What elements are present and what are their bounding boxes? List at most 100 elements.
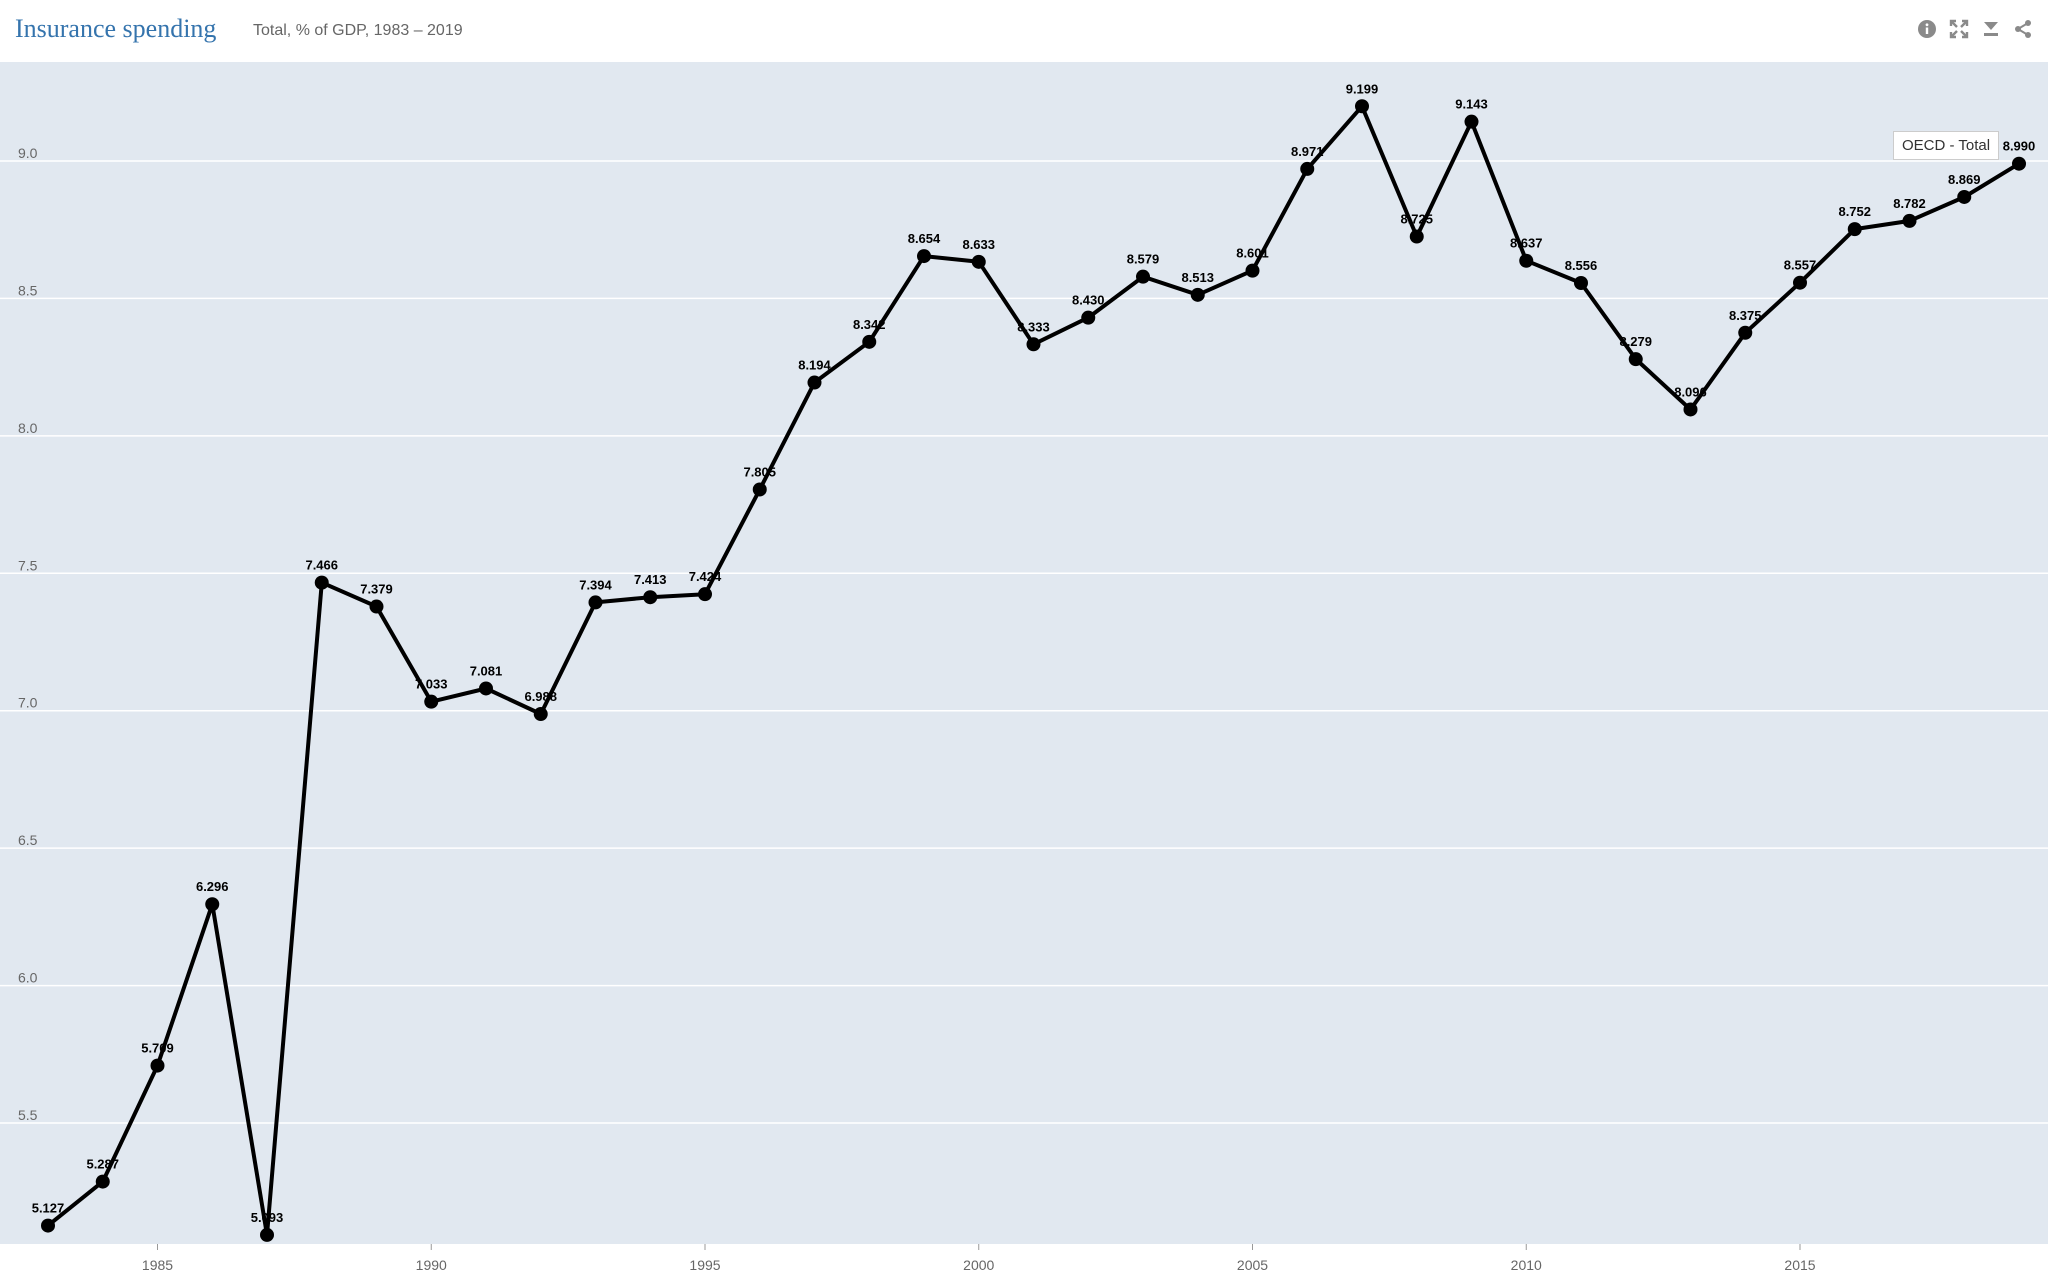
data-point — [424, 694, 439, 709]
data-label: 8.752 — [1838, 204, 1871, 219]
x-tick-label: 1985 — [142, 1257, 173, 1273]
data-label: 8.633 — [962, 237, 995, 252]
data-point — [369, 599, 384, 614]
data-label: 8.990 — [2003, 139, 2036, 154]
data-point — [1847, 222, 1862, 237]
data-label: 8.637 — [1510, 236, 1543, 251]
data-point — [1628, 352, 1643, 367]
points-group — [41, 99, 2026, 1242]
data-point — [1902, 213, 1917, 228]
data-label: 7.379 — [360, 582, 393, 597]
chart-subtitle: Total, % of GDP, 1983 – 2019 — [253, 22, 463, 39]
gridlines — [0, 160, 2048, 1124]
data-point — [1793, 275, 1807, 290]
data-point — [1136, 269, 1150, 284]
y-tick-label: 9.0 — [18, 145, 38, 161]
data-point — [1957, 189, 1972, 204]
data-point — [1519, 253, 1534, 268]
y-axis-ticks: 5.5 6.0 6.5 7.0 7.5 8.0 8.5 9.0 — [18, 145, 38, 1123]
data-point — [479, 681, 493, 696]
data-point — [41, 1218, 55, 1233]
data-point — [971, 254, 986, 269]
data-label: 8.375 — [1729, 308, 1762, 323]
data-point — [1081, 310, 1096, 325]
x-tick-label: 1990 — [416, 1257, 447, 1273]
y-tick-label: 7.0 — [18, 695, 38, 711]
data-point — [752, 482, 767, 497]
data-point — [698, 587, 712, 602]
data-point — [1245, 263, 1260, 278]
data-label: 7.033 — [415, 677, 448, 692]
data-point — [1355, 99, 1369, 114]
data-label: 8.725 — [1400, 212, 1433, 227]
data-point — [1300, 161, 1315, 176]
data-label: 7.466 — [305, 558, 338, 573]
data-point — [588, 595, 603, 610]
data-label: 6.988 — [524, 689, 557, 704]
data-label: 8.342 — [853, 317, 886, 332]
data-label: 6.296 — [196, 879, 229, 894]
data-point — [260, 1227, 274, 1242]
data-label: 5.127 — [32, 1201, 65, 1216]
data-label: 8.556 — [1565, 258, 1598, 273]
data-label: 5.287 — [86, 1157, 119, 1172]
x-tick-label: 1995 — [689, 1257, 720, 1273]
data-point — [643, 590, 658, 605]
data-label: 8.430 — [1072, 293, 1105, 308]
data-label: 5.093 — [251, 1210, 284, 1225]
data-label: 9.199 — [1346, 81, 1379, 96]
y-tick-label: 8.5 — [18, 282, 38, 298]
series-tooltip: OECD - Total — [1893, 131, 2000, 160]
data-label: 8.579 — [1127, 252, 1160, 267]
line-chart: 5.5 6.0 6.5 7.0 7.5 8.0 8.5 9.0 1985 1990 1995 200… — [0, 62, 2048, 1273]
data-label: 7.805 — [743, 464, 776, 479]
x-axis-ticks: 1985 1990 1995 2000 2005 2010 2015 — [142, 1244, 1816, 1273]
page-title: Insurance spending — [15, 14, 217, 43]
data-point — [1464, 114, 1479, 129]
data-label: 8.513 — [1181, 270, 1214, 285]
data-point — [1738, 325, 1753, 340]
data-point — [1026, 337, 1041, 352]
data-label: 8.971 — [1291, 144, 1324, 159]
data-label: 5.709 — [141, 1041, 174, 1056]
fullscreen-icon[interactable] — [1948, 18, 1970, 40]
data-point — [1190, 287, 1205, 302]
download-icon[interactable] — [1980, 18, 2002, 40]
data-label: 8.096 — [1674, 384, 1707, 399]
x-tick-label: 2000 — [963, 1257, 994, 1273]
data-labels-group: 5.127 5.287 5.709 6.296 5.093 7.466 7.379 7.033… — [32, 81, 2036, 1225]
data-label: 8.557 — [1784, 258, 1817, 273]
data-label: 8.601 — [1236, 246, 1269, 261]
data-label: 8.654 — [908, 231, 941, 246]
data-point — [807, 375, 822, 390]
share-icon[interactable] — [2012, 18, 2034, 40]
info-icon[interactable] — [1916, 18, 1938, 40]
data-point — [1574, 276, 1588, 291]
data-point — [917, 249, 931, 264]
data-label: 8.194 — [798, 358, 831, 373]
chart-header: Insurance spending Total, % of GDP, 1983… — [0, 0, 2048, 62]
y-tick-label: 5.5 — [18, 1107, 38, 1123]
x-tick-label: 2005 — [1237, 1257, 1268, 1273]
x-tick-label: 2015 — [1784, 1257, 1815, 1273]
plot-background — [0, 62, 2048, 1244]
data-point — [95, 1174, 110, 1189]
data-point — [150, 1058, 165, 1073]
data-point — [862, 334, 877, 349]
data-point — [2012, 156, 2026, 171]
data-point — [205, 897, 220, 912]
data-point — [314, 575, 329, 590]
data-point — [1683, 402, 1698, 417]
y-tick-label: 6.5 — [18, 832, 38, 848]
data-label: 7.424 — [689, 569, 722, 584]
data-label: 7.413 — [634, 572, 667, 587]
y-tick-label: 7.5 — [18, 557, 38, 573]
x-tick-label: 2010 — [1511, 1257, 1542, 1273]
y-tick-label: 6.0 — [18, 970, 38, 986]
data-label: 9.143 — [1455, 97, 1488, 112]
data-label: 7.081 — [470, 663, 503, 678]
data-point — [533, 707, 548, 722]
data-point — [1409, 229, 1424, 244]
y-tick-label: 8.0 — [18, 420, 38, 436]
data-label: 7.394 — [579, 577, 612, 592]
